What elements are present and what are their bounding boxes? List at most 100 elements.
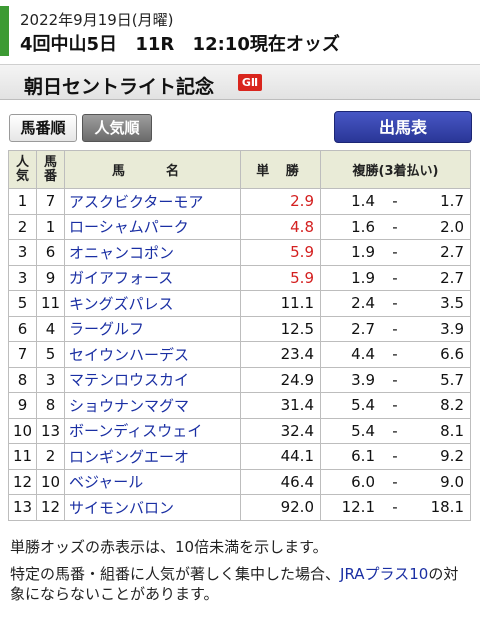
header-popularity: 人気 — [8, 150, 37, 189]
notes: 単勝オッズの赤表示は、10倍未満を示します。 特定の馬番・組番に人気が著しく集中… — [10, 537, 472, 604]
place-separator: - — [392, 370, 398, 389]
horse-name-link[interactable]: サイモンバロン — [64, 494, 241, 521]
place-separator: - — [392, 447, 398, 466]
win-odds-cell: 5.9 — [240, 264, 321, 291]
grade-badge: GⅡ — [238, 74, 262, 91]
place-odds-range: 2.7- 3.9 — [321, 317, 470, 342]
place-min: 5.4 — [351, 396, 375, 415]
tab-by-number[interactable]: 馬番順 — [9, 114, 77, 142]
place-max: 18.1 — [430, 498, 464, 517]
horse-name-link[interactable]: アスクビクターモア — [64, 188, 241, 215]
horse-number-cell: 13 — [36, 417, 65, 444]
place-min: 12.1 — [341, 498, 375, 517]
popularity-cell: 9 — [8, 392, 37, 419]
popularity-cell: 12 — [8, 468, 37, 495]
horse-number-cell: 11 — [36, 290, 65, 317]
win-odds-cell: 31.4 — [240, 392, 321, 419]
place-odds-range: 1.9- 2.7 — [321, 266, 470, 291]
horse-name-link[interactable]: ショウナンマグマ — [64, 392, 241, 419]
race-name: 朝日セントライト記念 — [24, 76, 215, 98]
place-separator: - — [392, 268, 398, 287]
horse-name-link[interactable]: ローシャムパーク — [64, 213, 241, 240]
place-separator: - — [392, 396, 398, 415]
popularity-cell: 3 — [8, 264, 37, 291]
popularity-cell: 7 — [8, 341, 37, 368]
table-row: 1 7 アスクビクターモア 2.9 1.4- 1.7 — [8, 188, 471, 215]
place-min: 6.0 — [351, 472, 375, 491]
place-max: 3.9 — [440, 319, 464, 338]
jra-plus-note: 特定の馬番・組番に人気が著しく集中した場合、JRAプラス10の対象にならないこと… — [10, 564, 472, 604]
horse-number-cell: 10 — [36, 468, 65, 495]
place-max: 1.7 — [440, 192, 464, 211]
odds-time: 12:10現在オッズ — [192, 34, 340, 55]
place-separator: - — [392, 243, 398, 262]
entries-button[interactable]: 出馬表 — [334, 111, 472, 143]
horse-name-link[interactable]: ラーグルフ — [64, 315, 241, 342]
place-odds-cell: 2.7- 3.9 — [320, 315, 471, 342]
place-max: 2.7 — [440, 243, 464, 262]
place-odds-cell: 4.4- 6.6 — [320, 341, 471, 368]
race-header: 2022年9月19日(月曜) 4回中山5日 11R 12:10現在オッズ — [0, 0, 480, 60]
horse-name-link[interactable]: オニャンコポン — [64, 239, 241, 266]
horse-number-cell: 7 — [36, 188, 65, 215]
place-min: 1.9 — [351, 268, 375, 287]
place-odds-cell: 6.1- 9.2 — [320, 443, 471, 470]
horse-name-link[interactable]: セイウンハーデス — [64, 341, 241, 368]
place-max: 6.6 — [440, 345, 464, 364]
odds-table: 人気 馬番 馬 名 単 勝 複勝(3着払い) 1 7 アスクビクターモア 2.9 1.4… — [8, 150, 471, 521]
horse-number-cell: 3 — [36, 366, 65, 393]
place-min: 2.7 — [351, 319, 375, 338]
table-row: 7 5 セイウンハーデス 23.4 4.4- 6.6 — [8, 341, 471, 368]
header-name: 馬 名 — [64, 150, 241, 189]
place-min: 1.4 — [351, 192, 375, 211]
place-max: 2.7 — [440, 268, 464, 287]
win-odds-cell: 32.4 — [240, 417, 321, 444]
table-row: 12 10 ベジャール 46.4 6.0- 9.0 — [8, 468, 471, 495]
table-row: 3 6 オニャンコポン 5.9 1.9- 2.7 — [8, 239, 471, 266]
place-separator: - — [392, 294, 398, 313]
win-odds-cell: 92.0 — [240, 494, 321, 521]
header-popularity-label: 人気 — [15, 154, 29, 184]
horse-name-link[interactable]: ロンギングエーオ — [64, 443, 241, 470]
table-row: 3 9 ガイアフォース 5.9 1.9- 2.7 — [8, 264, 471, 291]
popularity-cell: 6 — [8, 315, 37, 342]
horse-number-cell: 2 — [36, 443, 65, 470]
horse-name-link[interactable]: ガイアフォース — [64, 264, 241, 291]
place-odds-range: 4.4- 6.6 — [321, 342, 470, 367]
jra-plus-link[interactable]: JRAプラス10 — [340, 565, 429, 583]
place-odds-cell: 6.0- 9.0 — [320, 468, 471, 495]
table-row: 11 2 ロンギングエーオ 44.1 6.1- 9.2 — [8, 443, 471, 470]
popularity-cell: 3 — [8, 239, 37, 266]
horse-name-link[interactable]: マテンロウスカイ — [64, 366, 241, 393]
horse-number-cell: 5 — [36, 341, 65, 368]
popularity-cell: 5 — [8, 290, 37, 317]
place-separator: - — [392, 472, 398, 491]
place-max: 8.1 — [440, 421, 464, 440]
win-odds-cell: 12.5 — [240, 315, 321, 342]
table-row: 2 1 ローシャムパーク 4.8 1.6- 2.0 — [8, 213, 471, 240]
place-max: 3.5 — [440, 294, 464, 313]
horse-number-cell: 8 — [36, 392, 65, 419]
horse-name-link[interactable]: ボーンディスウェイ — [64, 417, 241, 444]
place-max: 2.0 — [440, 217, 464, 236]
horse-number-cell: 4 — [36, 315, 65, 342]
place-separator: - — [392, 345, 398, 364]
table-row: 8 3 マテンロウスカイ 24.9 3.9- 5.7 — [8, 366, 471, 393]
place-max: 9.0 — [440, 472, 464, 491]
place-odds-cell: 1.9- 2.7 — [320, 239, 471, 266]
place-odds-range: 3.9- 5.7 — [321, 368, 470, 393]
jra-plus-note-before: 特定の馬番・組番に人気が著しく集中した場合、 — [10, 565, 341, 583]
popularity-cell: 8 — [8, 366, 37, 393]
place-odds-range: 1.6- 2.0 — [321, 215, 470, 240]
place-separator: - — [392, 421, 398, 440]
win-odds-cell: 4.8 — [240, 213, 321, 240]
place-max: 8.2 — [440, 396, 464, 415]
table-row: 13 12 サイモンバロン 92.0 12.1- 18.1 — [8, 494, 471, 521]
place-odds-cell: 12.1- 18.1 — [320, 494, 471, 521]
place-odds-range: 6.1- 9.2 — [321, 444, 470, 469]
horse-name-link[interactable]: ベジャール — [64, 468, 241, 495]
header-place: 複勝(3着払い) — [320, 150, 471, 189]
race-info: 4回中山5日 11R 12:10現在オッズ — [20, 30, 352, 56]
horse-name-link[interactable]: キングズパレス — [64, 290, 241, 317]
tab-by-popularity[interactable]: 人気順 — [82, 114, 152, 142]
